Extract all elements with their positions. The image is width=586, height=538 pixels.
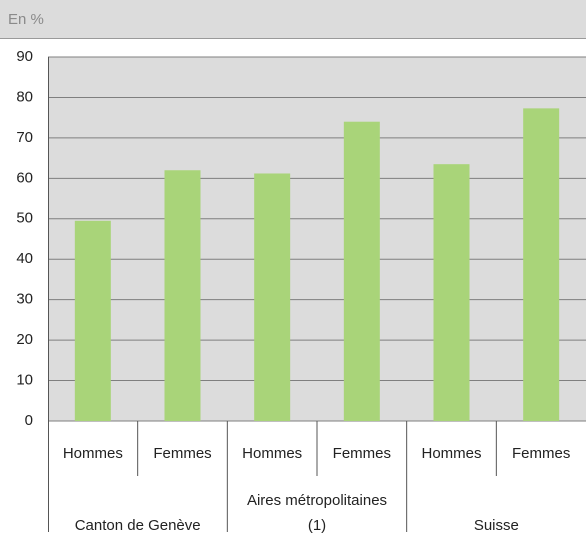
y-tick-label: 50 (16, 210, 33, 227)
x-tick-label: Femmes (512, 445, 570, 462)
bar (523, 108, 560, 421)
x-tick-label: Hommes (63, 445, 123, 462)
x-tick-label: Femmes (153, 445, 211, 462)
x-tick-label: Hommes (242, 445, 302, 462)
y-tick-label: 0 (25, 412, 33, 429)
x-tick-label: Femmes (333, 445, 391, 462)
bar (254, 173, 291, 421)
y-tick-label: 90 (16, 48, 33, 65)
bar (74, 220, 111, 421)
group-label: Canton de Genève (74, 517, 201, 534)
bar (343, 121, 380, 421)
y-tick-label: 30 (16, 291, 33, 308)
group-label: Suisse (473, 517, 519, 534)
y-tick-label: 20 (16, 331, 33, 348)
y-tick-label: 10 (16, 372, 33, 389)
plot-area (48, 57, 586, 421)
subtitle: En % (8, 11, 44, 28)
y-tick-label: 40 (16, 250, 33, 267)
y-tick-label: 80 (16, 88, 33, 105)
header-band (0, 0, 586, 38)
y-tick-label: 60 (16, 169, 33, 186)
x-tick-label: Hommes (421, 445, 481, 462)
bar (164, 170, 201, 421)
y-tick-label: 70 (16, 129, 33, 146)
group-label: Aires métropolitaines (1) (246, 492, 388, 534)
bar (433, 164, 470, 421)
